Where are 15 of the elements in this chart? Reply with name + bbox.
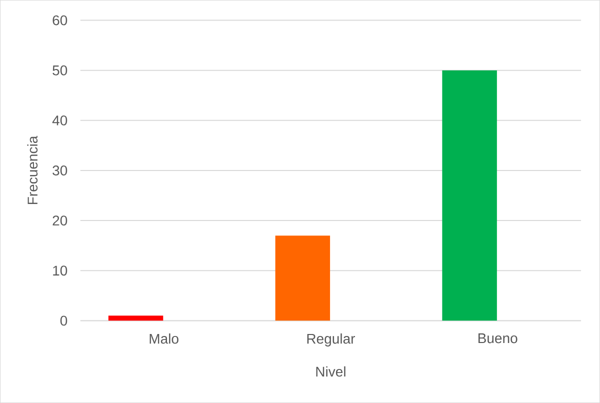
- y-axis-title: Frecuencia: [27, 136, 38, 204]
- y-tick-label: 30: [52, 166, 68, 176]
- y-tick-label: 0: [60, 316, 68, 326]
- y-tick-label: 20: [52, 216, 68, 226]
- y-tick-label: 50: [52, 65, 68, 76]
- x-axis-title: Nivel: [316, 366, 346, 377]
- x-tick-label: Malo: [150, 333, 178, 344]
- y-tick-label: 40: [52, 115, 68, 126]
- x-tick-label: Regular: [307, 333, 356, 346]
- bar: [108, 316, 164, 321]
- bar: [442, 70, 497, 321]
- bar: [275, 236, 330, 321]
- y-tick-label: 10: [53, 266, 68, 276]
- x-tick-label: Bueno: [478, 333, 518, 344]
- y-tick-label: 60: [52, 15, 68, 26]
